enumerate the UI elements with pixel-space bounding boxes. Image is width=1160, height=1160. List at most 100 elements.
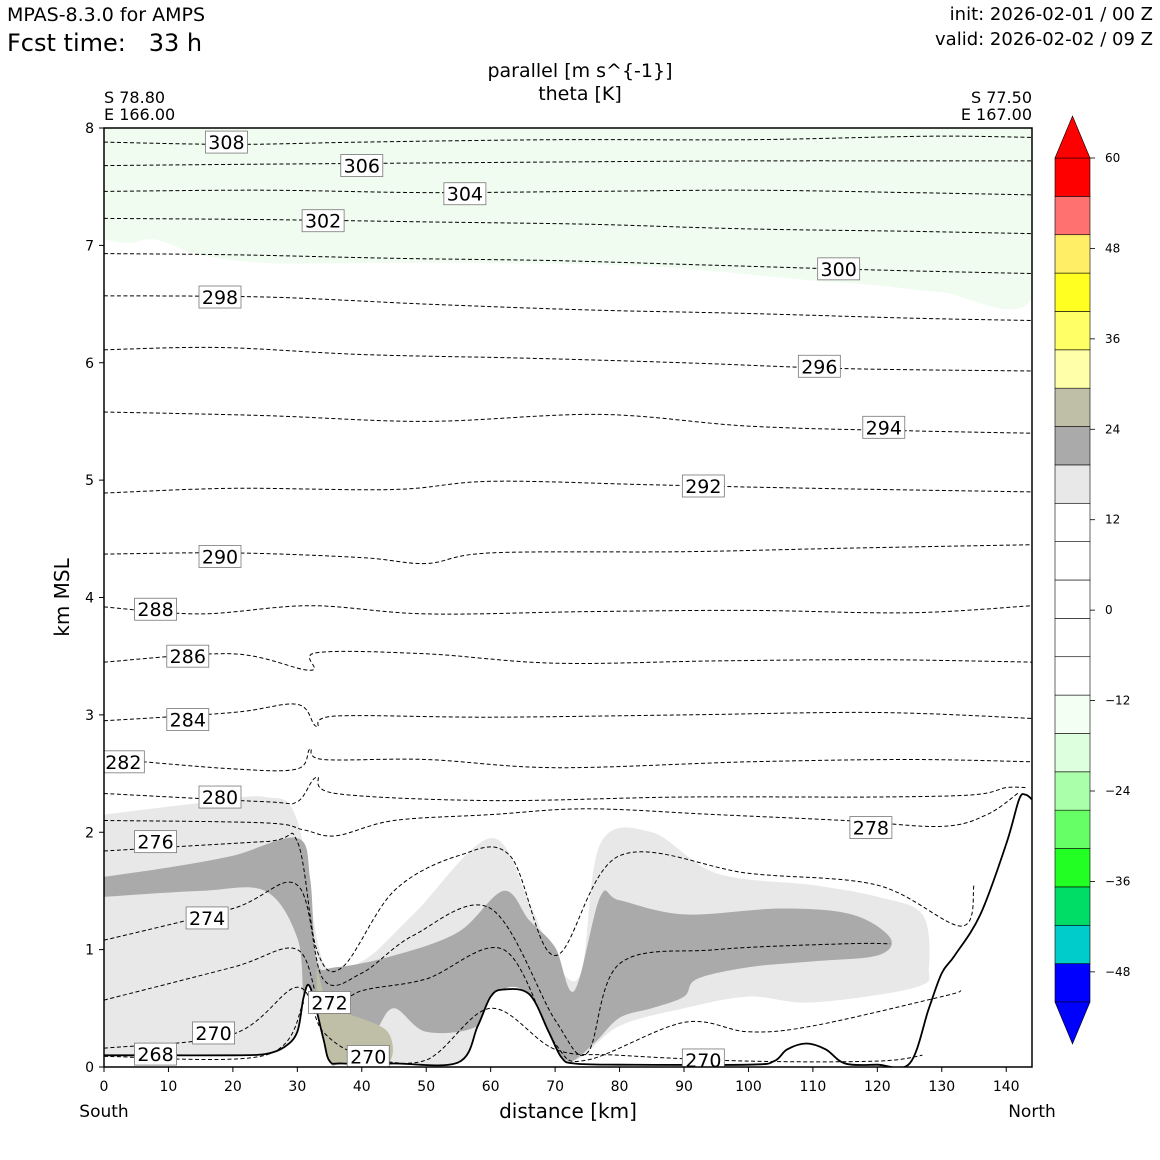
theta-label-box [134, 1042, 177, 1066]
terrain-line [104, 793, 1032, 1067]
theta-label-text: 286 [170, 646, 206, 668]
theta-label-text: 272 [311, 992, 347, 1014]
theta-contour-274 [104, 881, 891, 1056]
x-tick-label: 90 [675, 1079, 693, 1095]
theta-contour-292 [104, 480, 1032, 494]
colorbar-tick-label: −12 [1105, 694, 1130, 708]
colorbar-bin [1054, 694, 1091, 734]
theta-label-268: 268 [134, 1042, 177, 1066]
chart-title-line-2: theta [K] [538, 83, 622, 105]
colorbar-tick-label: 12 [1105, 513, 1120, 527]
x-tick-label: 130 [928, 1079, 955, 1095]
theta-contour-278 [104, 791, 1020, 837]
wind-shading--8 [104, 128, 1032, 310]
theta-contour-282 [104, 748, 1032, 772]
start-lat: S 78.80 [104, 88, 165, 107]
colorbar-tick-label: 0 [1105, 603, 1113, 617]
theta-label-text: 270 [195, 1023, 231, 1045]
theta-label-box [681, 1048, 725, 1067]
theta-label-text: 302 [305, 211, 341, 233]
theta-label-text: 292 [685, 476, 721, 498]
colorbar-bin [1054, 272, 1091, 312]
y-tick-label: 2 [85, 825, 94, 841]
theta-label-box [198, 785, 242, 809]
theta-label-text: 284 [170, 710, 206, 732]
theta-label-278: 278 [849, 816, 893, 840]
theta-contour-294 [104, 411, 1032, 434]
colorbar-extend-low [1054, 1001, 1091, 1045]
colorbar-bin [1054, 618, 1091, 658]
x-tick-label: 70 [546, 1079, 564, 1095]
theta-label-box [134, 830, 177, 854]
theta-label-box [817, 257, 861, 281]
theta-contour-272 [104, 947, 962, 1062]
theta-label-box [340, 154, 384, 177]
theta-label-box [166, 708, 210, 731]
x-tick-label: 60 [482, 1079, 500, 1095]
theta-contour-298 [104, 295, 1032, 321]
forecast-time-label: Fcst time: [7, 29, 126, 57]
theta-contour-300 [104, 253, 1032, 274]
theta-label-text: 296 [801, 356, 837, 378]
colorbar-bin [1054, 579, 1091, 619]
theta-label-280: 280 [198, 785, 242, 809]
theta-label-box [185, 906, 229, 930]
theta-contour-302 [104, 217, 1032, 235]
y-axis-label: km MSL [50, 557, 74, 636]
colorbar-bin [1054, 924, 1091, 964]
colorbar-bin [1054, 733, 1091, 773]
end-side-label: North [1008, 1102, 1056, 1122]
colorbar-bin [1054, 541, 1091, 581]
colorbar-tick-label: −48 [1105, 965, 1130, 979]
x-tick-label: 30 [288, 1079, 306, 1095]
y-tick-label: 1 [85, 943, 94, 959]
y-tick-label: 6 [85, 356, 94, 372]
theta-label-text: 270 [350, 1046, 386, 1068]
theta-label-text: 268 [137, 1044, 173, 1066]
theta-label-box [862, 415, 906, 439]
x-tick-label: 0 [100, 1079, 109, 1095]
theta-label-text: 298 [202, 287, 238, 309]
end-lat: S 77.50 [971, 88, 1032, 107]
colorbar-bin [1054, 848, 1091, 888]
theta-label-text: 308 [208, 132, 244, 154]
theta-label-290: 290 [198, 545, 242, 568]
colorbar-bin [1054, 464, 1091, 504]
x-tick-label: 20 [224, 1079, 242, 1095]
x-tick-label: 140 [993, 1079, 1020, 1095]
colorbar-tick-label: −24 [1105, 784, 1130, 798]
colorbar-tick-label: 24 [1105, 422, 1120, 436]
theta-label-302: 302 [301, 209, 345, 233]
theta-label-box [301, 209, 345, 233]
colorbar-tick-label: 48 [1105, 241, 1120, 255]
x-tick-label: 100 [735, 1079, 762, 1095]
theta-label-box [198, 545, 242, 568]
colorbar-bin [1054, 234, 1091, 274]
theta-label-292: 292 [681, 474, 725, 498]
theta-label-text: 276 [137, 832, 173, 854]
theta-label-box [205, 130, 248, 154]
colorbar-bin [1054, 502, 1091, 542]
theta-contour-280 [104, 776, 1026, 805]
colorbar-bin [1054, 426, 1091, 466]
theta-label-288: 288 [134, 597, 177, 621]
theta-label-308: 308 [205, 130, 248, 154]
theta-label-box [849, 816, 893, 839]
plot-area: 308 306 304 302 300 298 296 294 292 290 288 286 284 2… [104, 128, 1032, 1072]
theta-contour-290 [104, 544, 1032, 565]
colorbar-bin [1054, 349, 1091, 389]
theta-label-text: 274 [189, 908, 225, 930]
init-time: init: 2026-02-01 / 00 Z [949, 4, 1153, 25]
colorbar-bin [1054, 311, 1091, 351]
wind-shading-16-overlay [316, 967, 393, 1066]
colorbar-extend-high [1054, 115, 1091, 159]
theta-label-306: 306 [340, 154, 384, 178]
theta-label-298: 298 [198, 285, 242, 309]
theta-label-284: 284 [166, 708, 210, 732]
theta-contour-276 [104, 832, 975, 973]
forecast-time-value: 33 h [148, 29, 203, 57]
theta-label-text: 270 [685, 1050, 721, 1072]
theta-contour-308 [104, 135, 1032, 145]
wind-shading-12 [104, 837, 892, 1063]
theta-label-text: 306 [344, 156, 380, 178]
